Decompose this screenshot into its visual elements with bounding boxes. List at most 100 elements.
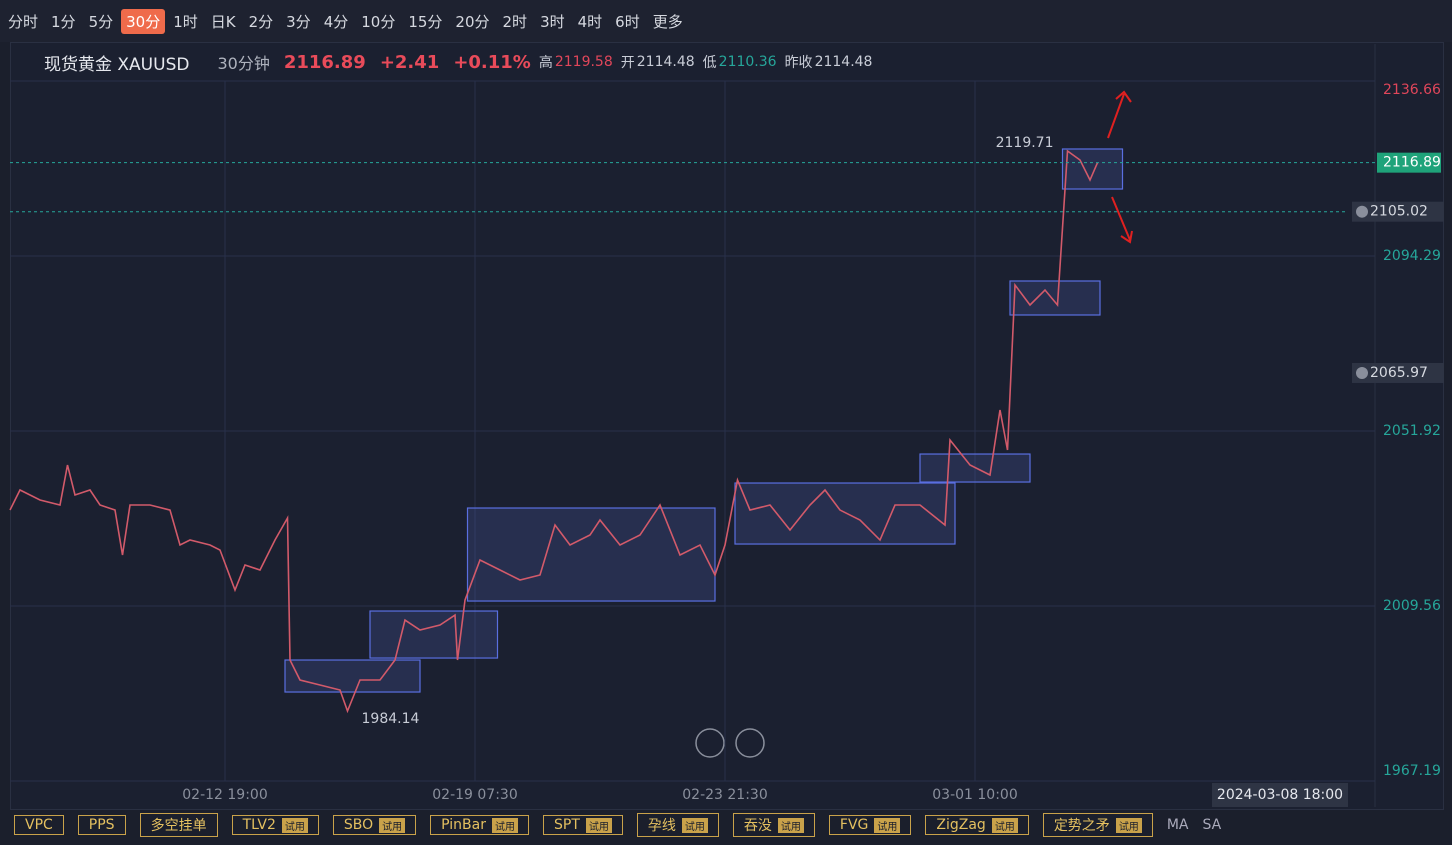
stat-value: 2110.36 <box>718 54 777 70</box>
alert-label: 2065.97 <box>1370 365 1428 381</box>
stat-label: 低 <box>702 55 717 71</box>
x-tick-label: 03-01 10:00 <box>932 787 1017 803</box>
indicator-badge: 试用 <box>991 817 1018 833</box>
indicator-button[interactable]: 多空挂单 <box>139 813 218 837</box>
indicator-name: 吞没 <box>743 818 772 834</box>
y-tick-label: 2094.29 <box>1383 248 1441 264</box>
period-button[interactable]: 更多 <box>652 12 683 31</box>
period-button[interactable]: 30分 <box>121 8 166 34</box>
period-button[interactable]: 10分 <box>361 12 396 31</box>
alert-bell <box>1356 366 1368 379</box>
indicator-button[interactable]: TLV2 试用 <box>231 815 319 835</box>
symbol: 现货黄金 XAUUSD <box>44 54 190 75</box>
indicator-button[interactable]: 孕线 试用 <box>636 813 719 837</box>
change-pct: +0.11% <box>453 51 531 73</box>
period-button[interactable]: 3分 <box>286 12 311 31</box>
chart: 1967.19 2009.56 2051.92 2094.29 2136.66 02-12… <box>9 44 1444 807</box>
range-box <box>466 507 716 602</box>
x-tick-label: 02-12 19:00 <box>182 787 267 803</box>
indicator-button[interactable]: 吞没 试用 <box>732 813 815 837</box>
indicator-badge: 试用 <box>1115 817 1142 833</box>
up-arrow <box>1107 90 1132 139</box>
alert-tag <box>1352 201 1444 222</box>
period-button[interactable]: 6时 <box>615 12 640 31</box>
indicator-name: SBO <box>343 817 374 833</box>
indicator-button[interactable]: PPS <box>77 815 126 835</box>
range-box <box>369 610 499 659</box>
indicator-button[interactable]: SBO 试用 <box>332 815 417 835</box>
period-button[interactable]: 4时 <box>577 12 603 31</box>
indicator-name: PPS <box>88 817 115 833</box>
period-button[interactable]: 3时 <box>540 12 565 31</box>
indicator-name: PinBar <box>441 817 486 833</box>
indicator-name: 定势之矛 <box>1053 818 1110 834</box>
indicator-button[interactable]: ZigZag 试用 <box>925 815 1029 835</box>
period-button[interactable]: 4分 <box>323 12 349 31</box>
y-tick-label: 2051.92 <box>1383 423 1441 439</box>
stat-value: 2119.58 <box>554 54 613 70</box>
y-tick-label: 2136.66 <box>1383 82 1441 98</box>
extreme-label: 1984.14 <box>362 711 420 727</box>
alert-tag <box>1352 362 1444 383</box>
range-box <box>734 482 956 545</box>
period-button[interactable]: 2分 <box>248 12 274 31</box>
indicator-badge: 试用 <box>379 817 406 833</box>
crosshair-label: 2024-03-08 18:00 <box>1217 787 1343 803</box>
y-tick-label: 1967.19 <box>1383 763 1441 779</box>
period-button[interactable]: 5分 <box>88 12 114 31</box>
tail-label: MA <box>1166 817 1189 833</box>
indicator-bar: VPC PPS 多空挂单 TLV2 试用 SBO 试用 PinBar 试用 SPT 试用 孕线 试用 吞没… <box>0 810 1452 840</box>
price: 2116.89 <box>283 51 366 73</box>
indicator-badge: 试用 <box>281 817 308 833</box>
alert-label: 2105.02 <box>1370 204 1428 220</box>
period: 30分钟 <box>217 54 270 73</box>
range-box <box>1009 280 1101 316</box>
toolbar: 分时 1分 5分 30分 1时 日K 2分 3分 4分 10分 15分 20分 2时 3时 4时 6时 更多 <box>0 0 1452 42</box>
indicator-button[interactable]: SPT 试用 <box>543 815 623 835</box>
indicator-button[interactable]: FVG 试用 <box>828 815 912 835</box>
period-button[interactable]: 1分 <box>51 12 76 31</box>
tail-label: SA <box>1202 817 1222 833</box>
last-price-tag <box>1377 152 1441 173</box>
x-tick-label: 02-23 21:30 <box>682 787 767 803</box>
nav-buttons[interactable] <box>695 728 765 758</box>
period-button[interactable]: 20分 <box>455 12 490 31</box>
period-button[interactable]: 1时 <box>173 12 198 31</box>
indicator-button[interactable]: PinBar 试用 <box>430 815 529 835</box>
stat-label: 昨收 <box>784 55 813 71</box>
period-button[interactable]: 15分 <box>408 12 443 31</box>
range-box <box>284 659 421 693</box>
stat-label: 高 <box>538 55 553 71</box>
indicator-name: ZigZag <box>936 817 986 833</box>
indicator-badge: 试用 <box>492 817 518 833</box>
indicator-badge: 试用 <box>585 817 612 833</box>
chart-panel <box>10 42 1444 810</box>
indicator-name: SPT <box>554 817 580 833</box>
extreme-label: 2119.71 <box>996 135 1054 151</box>
arrows <box>1107 90 1133 244</box>
period-button[interactable]: 分时 <box>8 12 39 31</box>
crosshair-tag <box>1212 783 1348 807</box>
stat-value: 2114.48 <box>636 54 695 70</box>
period-button[interactable]: 2时 <box>502 12 528 31</box>
indicator-name: FVG <box>839 817 869 833</box>
change: +2.41 <box>379 51 440 73</box>
indicator-badge: 试用 <box>681 817 708 833</box>
indicator-name: 多空挂单 <box>150 818 207 834</box>
price-line <box>9 149 1099 714</box>
indicator-button[interactable]: VPC <box>14 815 64 835</box>
last-price-label: 2116.89 <box>1383 155 1441 171</box>
next-button[interactable] <box>735 728 765 758</box>
stat-value: 2114.48 <box>814 54 873 70</box>
indicator-badge: 试用 <box>777 817 804 833</box>
alert-bell <box>1356 205 1368 218</box>
x-tick-label: 02-19 07:30 <box>432 787 517 803</box>
period-button[interactable]: 日K <box>210 12 236 31</box>
prev-button[interactable] <box>695 728 725 758</box>
stat-label: 开 <box>620 55 635 71</box>
indicator-badge: 试用 <box>874 817 901 833</box>
down-arrow <box>1111 196 1133 244</box>
range-box <box>1061 148 1124 190</box>
indicator-button[interactable]: 定势之矛 试用 <box>1042 813 1153 837</box>
